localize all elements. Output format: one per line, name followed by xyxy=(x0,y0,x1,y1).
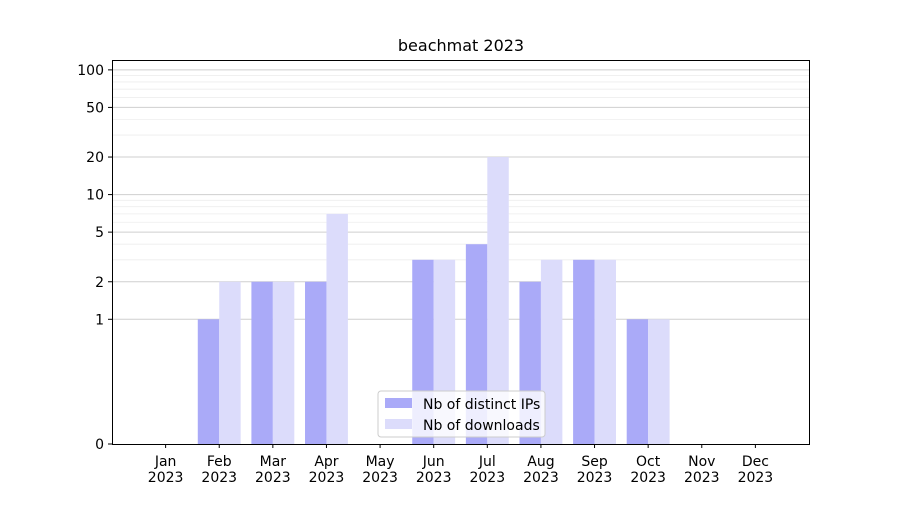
x-tick-label: Jan 2023 xyxy=(148,454,184,486)
bar-nb-of-distinct-ips-oct xyxy=(626,319,649,444)
x-tick-label: Sep 2023 xyxy=(577,454,613,486)
bar-nb-of-downloads-oct xyxy=(648,319,670,444)
y-tick-label: 1 xyxy=(95,312,104,328)
chart-title: beachmat 2023 xyxy=(398,36,524,55)
bar-nb-of-downloads-sep xyxy=(594,259,616,444)
x-tick-label: May 2023 xyxy=(362,454,398,486)
bar-nb-of-downloads-apr xyxy=(326,213,348,444)
bar-nb-of-distinct-ips-apr xyxy=(305,281,327,444)
legend-swatch-distinct-ips xyxy=(385,398,412,408)
legend-label-downloads: Nb of downloads xyxy=(423,418,540,434)
x-tick-label: Aug 2023 xyxy=(523,454,559,486)
x-tick-label: Mar 2023 xyxy=(255,454,291,486)
x-axis: Jan 2023 Feb 2023 Mar 2023 Apr 2023 May 2023 Jun 20… xyxy=(148,444,773,486)
y-tick-label: 50 xyxy=(86,100,104,116)
x-tick-label: Jul 2023 xyxy=(469,454,505,486)
y-tick-label: 10 xyxy=(86,188,104,204)
y-tick-label: 2 xyxy=(95,275,104,291)
bar-nb-of-distinct-ips-sep xyxy=(573,259,595,444)
y-tick-label: 20 xyxy=(86,150,104,166)
legend: Nb of distinct IPs Nb of downloads xyxy=(377,390,546,438)
bar-nb-of-downloads-jul xyxy=(487,157,509,444)
y-tick-label: 100 xyxy=(77,63,104,79)
x-tick-label: Jun 2023 xyxy=(416,454,452,486)
legend-label-distinct-ips: Nb of distinct IPs xyxy=(423,397,540,413)
x-tick-label: Nov 2023 xyxy=(684,454,720,486)
bars-layer xyxy=(197,157,670,444)
x-tick-label: Dec 2023 xyxy=(738,454,774,486)
plot-frame xyxy=(112,60,810,445)
x-tick-label: Oct 2023 xyxy=(630,454,666,486)
legend-swatch-downloads xyxy=(385,419,412,429)
x-tick-label: Feb 2023 xyxy=(201,454,237,486)
bar-nb-of-distinct-ips-mar xyxy=(251,281,273,444)
bar-nb-of-downloads-aug xyxy=(540,259,563,444)
x-tick-label: Apr 2023 xyxy=(309,454,345,486)
y-tick-label: 5 xyxy=(95,225,104,241)
grid-layer xyxy=(112,69,809,320)
legend-box xyxy=(377,390,546,438)
y-axis: 0 1 2 5 10 20 50 100 xyxy=(77,63,112,453)
bar-nb-of-downloads-feb xyxy=(219,281,241,444)
bar-nb-of-distinct-ips-feb xyxy=(197,319,220,444)
bar-nb-of-downloads-mar xyxy=(272,281,295,444)
y-tick-label: 0 xyxy=(95,437,104,453)
